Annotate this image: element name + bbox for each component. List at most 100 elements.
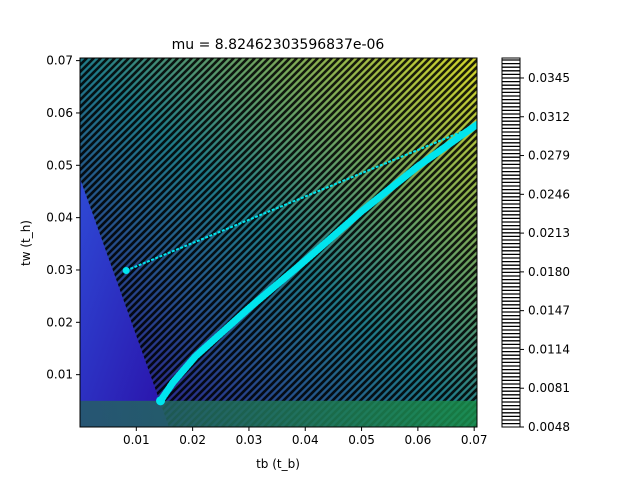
contour-line [80, 58, 165, 144]
x-tick-label: 0.05 [348, 433, 375, 447]
contour-line [130, 79, 477, 427]
colorbar-levels [502, 59, 520, 425]
colorbar-ticks: 0.0048 0.0081 0.0114 0.0147 0.0180 0.0213 0.02… [520, 71, 570, 434]
contour-line [80, 58, 291, 270]
contour-line [80, 58, 256, 235]
contour-line [80, 58, 242, 221]
contour-line [80, 58, 361, 340]
colorbar-tick-label: 0.0279 [528, 149, 570, 163]
contour-line [340, 289, 477, 427]
contour-line [382, 331, 477, 427]
contour-line [333, 282, 477, 427]
contour-line [80, 58, 186, 165]
contour-line [80, 58, 193, 172]
colorbar-tick-label: 0.0081 [528, 381, 570, 395]
colorbar-tick-label: 0.0180 [528, 265, 570, 279]
contour-line [389, 338, 477, 427]
contour-line [319, 268, 477, 427]
contour-line [396, 345, 477, 427]
bottom-band [80, 400, 477, 427]
contour-line [80, 58, 151, 130]
trajectory-upper-start [122, 267, 130, 275]
contour-line [102, 58, 473, 427]
contour-line [179, 128, 477, 427]
contour-line [214, 163, 477, 427]
x-tick-label: 0.04 [292, 433, 319, 447]
contour-line [80, 58, 207, 186]
contour-line [95, 58, 466, 427]
colorbar-tick-label: 0.0345 [528, 71, 570, 85]
trajectory-lower-line [157, 120, 477, 405]
x-tick-label: 0.01 [123, 433, 150, 447]
contour-line [80, 58, 228, 207]
contour-line [207, 156, 477, 427]
contour-line [200, 149, 477, 427]
colorbar-tick-label: 0.0147 [528, 304, 570, 318]
chart-title: mu = 8.82462303596837e-06 [172, 37, 385, 53]
x-tick-label: 0.02 [179, 433, 206, 447]
contour-line [326, 275, 477, 427]
contour-line [80, 58, 263, 242]
y-axis: 0.01 0.02 0.03 0.04 0.05 0.06 0.07 [46, 54, 80, 382]
contour-line [186, 135, 477, 427]
plot-area [80, 58, 477, 427]
contour-line [270, 219, 477, 427]
contour-line [158, 107, 477, 427]
contour-line [256, 205, 477, 427]
contour-line [80, 58, 144, 123]
contour-line [80, 58, 235, 214]
colorbar: 0.0048 0.0081 0.0114 0.0147 0.0180 0.0213 0.02… [501, 57, 570, 434]
contour-line [80, 58, 172, 151]
x-tick-label: 0.06 [405, 433, 432, 447]
colorbar-tick-label: 0.0312 [528, 110, 570, 124]
trajectories [122, 120, 477, 406]
y-tick-label: 0.07 [46, 54, 73, 68]
infeasible-region [80, 178, 169, 427]
x-axis-label: tb (t_b) [256, 457, 300, 471]
contour-line [298, 247, 477, 427]
trajectory-lower-start [156, 396, 166, 406]
contour-line [80, 58, 214, 193]
contour-line [80, 58, 179, 158]
contour-line [80, 58, 326, 305]
contour-line [80, 58, 340, 319]
contour-line [193, 142, 477, 427]
contour-line [242, 191, 477, 427]
contour-line [403, 352, 477, 427]
contour-line [312, 261, 477, 427]
contour-line [305, 254, 477, 427]
contour-line [361, 310, 477, 427]
colorbar-tick-label: 0.0114 [528, 342, 570, 356]
contour-line [80, 58, 88, 67]
contour-line [80, 58, 249, 228]
contour-line [172, 121, 477, 427]
contour-line [375, 324, 477, 427]
x-axis: 0.01 0.02 0.03 0.04 0.05 0.06 0.07 [123, 427, 488, 447]
x-tick-label: 0.03 [236, 433, 263, 447]
contour-line [368, 317, 477, 427]
contour-line [228, 177, 477, 427]
contour-line [80, 58, 368, 347]
contour-line [151, 100, 477, 427]
trajectory-upper-line [125, 124, 477, 272]
y-tick-label: 0.06 [46, 106, 73, 120]
y-tick-label: 0.03 [46, 263, 73, 277]
contour-line [80, 58, 312, 291]
y-tick-label: 0.02 [46, 315, 73, 329]
y-tick-label: 0.05 [46, 158, 73, 172]
contour-line [80, 58, 305, 284]
x-tick-label: 0.07 [461, 433, 488, 447]
colorbar-tick-label: 0.0246 [528, 187, 570, 201]
contour-line [80, 58, 200, 179]
contour-line [80, 58, 382, 361]
y-tick-label: 0.01 [46, 368, 73, 382]
colorbar-tick-label: 0.0048 [528, 420, 570, 434]
contour-line [88, 58, 459, 427]
contour-line [116, 65, 477, 427]
contour-line [80, 58, 298, 277]
contour-line [80, 58, 347, 326]
contour-line [80, 58, 319, 298]
y-tick-label: 0.04 [46, 211, 73, 225]
contour-line [165, 114, 477, 427]
